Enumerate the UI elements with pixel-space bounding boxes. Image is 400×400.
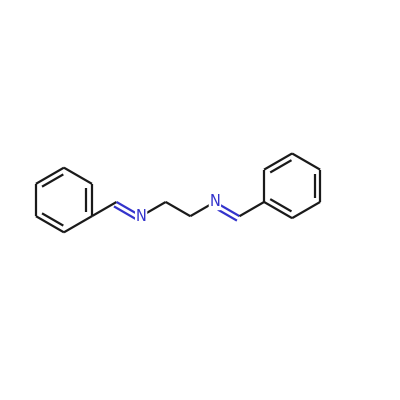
Text: N: N [136,209,146,224]
Text: N: N [210,194,220,210]
